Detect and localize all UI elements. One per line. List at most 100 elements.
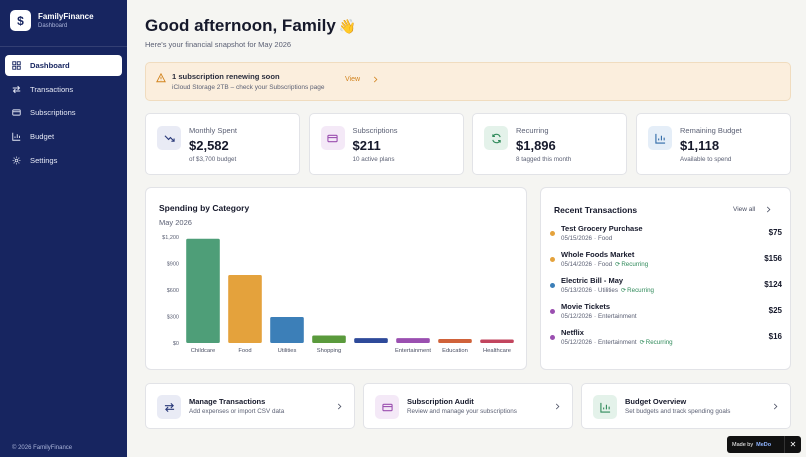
recurring-tag: ⟳Recurring <box>615 261 648 268</box>
bar-chart-icon <box>593 395 617 419</box>
sidebar-item-label: Dashboard <box>30 61 70 70</box>
medo-logo: MeDo <box>756 441 772 448</box>
budget-overview-card[interactable]: Budget Overview Set budgets and track sp… <box>581 383 791 429</box>
x-tick-label: Utilities <box>278 348 297 354</box>
spending-bar-chart: $0 $300 $600 $900 $1,200 Childcare Food Utiliti… <box>162 235 514 354</box>
sidebar-item-settings[interactable]: Settings <box>5 150 122 171</box>
transaction-category: Food <box>598 261 613 268</box>
transaction-row[interactable]: Netflix 05/12/2026 · Entertainment ⟳Recurrin… <box>541 327 792 351</box>
refresh-icon <box>484 126 508 150</box>
bar-food[interactable] <box>228 274 262 343</box>
sidebar-item-subscriptions[interactable]: Subscriptions <box>5 102 122 123</box>
brand[interactable]: $ FamilyFinance Dashboard <box>0 0 127 41</box>
transaction-category: Utilities <box>598 287 618 294</box>
stat-card-remaining-budget[interactable]: Remaining Budget $1,118 Available to spe… <box>636 113 791 175</box>
alert-title: 1 subscription renewing soon <box>172 72 280 81</box>
sidebar-item-budget[interactable]: Budget <box>5 126 122 147</box>
category-dot <box>550 309 555 314</box>
stat-value: $2,582 <box>189 138 229 153</box>
page-subtitle: Here's your financial snapshot for May 2… <box>145 40 292 49</box>
transaction-row[interactable]: Electric Bill - May 05/13/2026 · Utilities ⟳… <box>541 275 792 299</box>
stat-sub: Available to spend <box>680 156 732 163</box>
card-icon <box>375 395 399 419</box>
meta-separator: · <box>593 235 597 242</box>
transaction-row[interactable]: Movie Tickets 05/12/2026 · Entertainment $25 <box>541 301 792 325</box>
wave-icon: 👋 <box>338 18 357 34</box>
recent-transactions-panel: Recent Transactions View all Test Grocer… <box>540 187 791 370</box>
category-dot <box>550 231 555 236</box>
action-description: Add expenses or import CSV data <box>189 408 285 415</box>
warning-icon <box>156 73 166 83</box>
transaction-name: Netflix <box>561 328 584 337</box>
bar-utilities[interactable] <box>270 316 304 343</box>
meta-separator: · <box>593 313 597 320</box>
renewal-alert: 1 subscription renewing soon iCloud Stor… <box>145 62 791 101</box>
chevron-right-icon <box>555 403 560 410</box>
made-by-label: Made by <box>732 441 754 448</box>
manage-transactions-card[interactable]: Manage Transactions Add expenses or impo… <box>145 383 355 429</box>
sidebar-item-label: Settings <box>30 155 58 165</box>
recurring-label: Recurring <box>645 339 673 346</box>
view-all-link[interactable]: View all <box>733 206 772 213</box>
stat-card-monthly-spent[interactable]: Monthly Spent $2,582 of $3,700 budget <box>145 113 300 175</box>
bar-entertainment[interactable] <box>396 338 430 343</box>
transaction-date: 05/13/2026 <box>561 287 592 294</box>
sidebar-divider <box>0 46 127 47</box>
alert-description: iCloud Storage 2TB – check your Subscrip… <box>172 84 325 91</box>
transaction-row[interactable]: Test Grocery Purchase 05/15/2026 · Food $75 <box>541 223 792 247</box>
transaction-category: Entertainment <box>598 339 637 346</box>
stat-label: Monthly Spent <box>189 126 237 135</box>
sidebar-item-transactions[interactable]: Transactions <box>5 79 122 100</box>
transaction-date: 05/12/2026 <box>561 339 592 346</box>
meta-separator: · <box>593 261 597 268</box>
transaction-amount: $124 <box>764 280 782 289</box>
greeting-text: Good afternoon, Family <box>145 16 336 35</box>
grid-icon <box>12 61 21 70</box>
transaction-amount: $156 <box>764 254 782 263</box>
bar-chart-icon <box>648 126 672 150</box>
alert-view-link[interactable]: View <box>345 76 379 83</box>
y-tick-label: $900 <box>167 262 179 268</box>
x-tick-label: Healthcare <box>483 348 511 354</box>
y-tick-label: $300 <box>167 315 179 321</box>
bar-childcare[interactable] <box>186 238 220 343</box>
app-subtitle: Dashboard <box>38 22 68 29</box>
transactions-title: Recent Transactions <box>554 205 638 215</box>
refresh-icon: ⟳ <box>620 287 627 294</box>
subscription-audit-card[interactable]: Subscription Audit Review and manage you… <box>363 383 573 429</box>
stat-card-subscriptions[interactable]: Subscriptions $211 10 active plans <box>308 113 464 175</box>
transaction-date: 05/14/2026 <box>561 261 592 268</box>
stat-label: Recurring <box>516 126 549 135</box>
sidebar-footer: © 2026 FamilyFinance <box>12 445 73 451</box>
stat-cards: Monthly Spent $2,582 of $3,700 budget Su… <box>145 113 791 175</box>
spending-chart-panel: Spending by Category May 2026 $0 $300 $600… <box>145 187 527 370</box>
action-description: Set budgets and track spending goals <box>625 408 731 415</box>
stat-card-recurring[interactable]: Recurring $1,896 8 tagged this month <box>472 113 627 175</box>
transaction-row[interactable]: Whole Foods Market 05/14/2026 · Food ⟳Recurr… <box>541 249 792 273</box>
bar-shopping[interactable] <box>312 335 346 343</box>
stat-sub: 8 tagged this month <box>516 156 572 163</box>
transaction-name: Whole Foods Market <box>561 250 635 259</box>
sidebar-item-dashboard[interactable]: Dashboard <box>5 55 122 76</box>
transaction-amount: $25 <box>768 306 782 315</box>
transaction-meta: 05/15/2026 · Food <box>561 235 612 242</box>
recurring-label: Recurring <box>627 287 654 294</box>
close-icon[interactable]: ✕ <box>784 436 801 453</box>
bar-uncategorized[interactable] <box>354 338 388 343</box>
transaction-date: 05/15/2026 <box>561 235 592 242</box>
bar-education[interactable] <box>438 339 472 343</box>
card-icon <box>320 126 345 150</box>
recurring-label: Recurring <box>621 261 649 268</box>
transaction-meta: 05/12/2026 · Entertainment <box>561 313 637 320</box>
bar-healthcare[interactable] <box>480 339 514 343</box>
x-tick-label: Education <box>442 348 468 354</box>
made-by-badge[interactable]: Made by MeDo ✕ <box>727 436 801 453</box>
transaction-name: Electric Bill - May <box>561 276 624 285</box>
transaction-amount: $75 <box>768 228 782 237</box>
meta-separator: · <box>593 287 597 294</box>
sidebar-item-label: Subscriptions <box>30 108 76 118</box>
y-tick-label: $1,200 <box>162 235 179 241</box>
transaction-meta: 05/13/2026 · Utilities ⟳Recurring <box>561 287 654 294</box>
stat-value: $1,118 <box>680 138 720 153</box>
category-dot <box>550 257 555 262</box>
